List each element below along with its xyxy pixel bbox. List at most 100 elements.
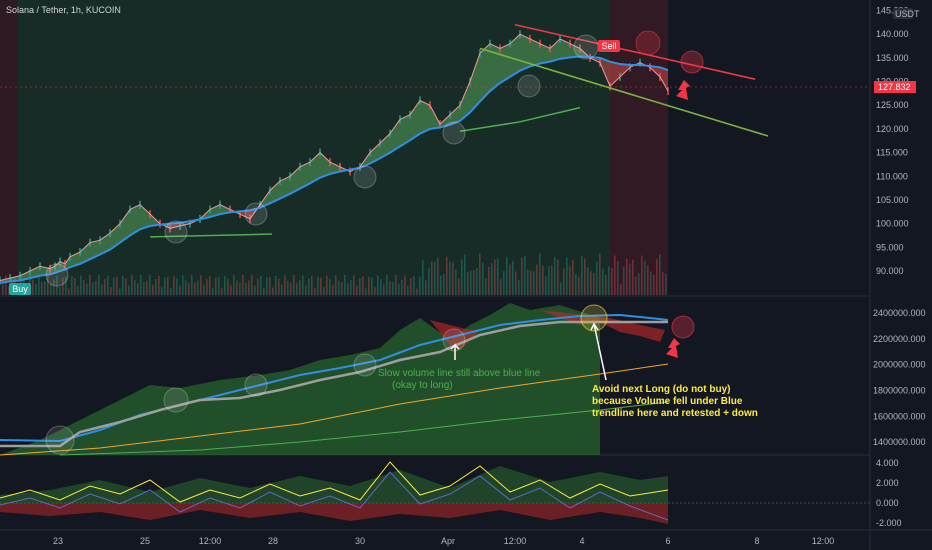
momentum-tick-label: 2.000 bbox=[876, 478, 899, 488]
volume-bar bbox=[119, 288, 121, 295]
volume-bar bbox=[239, 282, 241, 295]
volume-bar bbox=[470, 270, 472, 295]
volume-bar bbox=[446, 256, 448, 295]
volume-bar bbox=[572, 259, 574, 295]
volume-bar bbox=[341, 282, 343, 295]
volume-bar bbox=[473, 269, 475, 295]
volume-bar bbox=[503, 271, 505, 295]
volume-bar bbox=[374, 286, 376, 295]
volume-bar bbox=[386, 275, 388, 295]
signal-circle bbox=[353, 165, 377, 189]
volume-bar bbox=[581, 256, 583, 295]
volume-bar bbox=[62, 277, 64, 295]
ribbon-segment bbox=[620, 64, 630, 77]
volume-bar bbox=[311, 276, 313, 295]
osc-negative-area bbox=[0, 503, 668, 524]
ribbon-segment bbox=[570, 43, 580, 58]
chart-title: Solana / Tether, 1h, KUCOIN bbox=[6, 5, 121, 15]
volume-bar bbox=[248, 280, 250, 295]
volume-bar bbox=[365, 288, 367, 295]
volume-bar bbox=[407, 286, 409, 295]
time-tick-label: 25 bbox=[140, 536, 150, 546]
price-tick-label: 120.000 bbox=[876, 124, 909, 134]
signal-circle bbox=[244, 202, 268, 226]
volume-bar bbox=[320, 277, 322, 295]
volume-bar bbox=[59, 286, 61, 295]
svg-text:USDT: USDT bbox=[895, 9, 920, 19]
ribbon-segment bbox=[300, 162, 310, 189]
volume-bar bbox=[188, 282, 190, 295]
signal-circle bbox=[244, 373, 268, 397]
target-circle bbox=[671, 315, 695, 339]
volume-bar bbox=[245, 282, 247, 295]
gray-step-line bbox=[0, 320, 668, 448]
momentum-tick-label: 4.000 bbox=[876, 458, 899, 468]
volume-bar bbox=[329, 279, 331, 295]
volume-bar bbox=[605, 274, 607, 295]
osc-positive-area bbox=[0, 466, 668, 503]
volume-bar bbox=[122, 276, 124, 295]
volume-bar bbox=[347, 283, 349, 295]
volume-bar bbox=[152, 284, 154, 295]
volume-bar bbox=[206, 278, 208, 295]
volume-bar bbox=[158, 275, 160, 295]
price-tick-label: 115.000 bbox=[876, 148, 908, 158]
volume-bar bbox=[464, 254, 466, 295]
volume-bar bbox=[566, 257, 568, 295]
volume-bar bbox=[518, 280, 520, 295]
volume-bar bbox=[554, 257, 556, 295]
time-tick-label: 4 bbox=[579, 536, 584, 546]
volume-bar bbox=[614, 255, 616, 295]
volume-bar bbox=[107, 275, 109, 295]
volume-bar bbox=[215, 277, 217, 295]
volume-bar bbox=[134, 280, 136, 295]
volume-bar bbox=[299, 280, 301, 295]
ribbon-segment bbox=[470, 53, 480, 113]
volume-bar bbox=[635, 276, 637, 295]
trendlines[interactable] bbox=[479, 23, 769, 137]
signal-circles bbox=[45, 34, 599, 287]
volume-bar bbox=[101, 284, 103, 295]
volume-bar bbox=[251, 275, 253, 295]
volume-bar bbox=[590, 270, 592, 295]
volume-bar bbox=[278, 278, 280, 295]
volume-bar bbox=[527, 269, 529, 295]
volume-bar bbox=[86, 283, 88, 295]
resistance-trendline[interactable] bbox=[514, 23, 756, 80]
volume-bar bbox=[431, 261, 433, 295]
volume-bar bbox=[335, 275, 337, 295]
volume-bar bbox=[491, 263, 493, 295]
volume-bar bbox=[113, 277, 115, 295]
ribbon-segment bbox=[320, 152, 330, 178]
volume-bar bbox=[422, 260, 424, 295]
ribbon-segment bbox=[140, 204, 150, 230]
volume-bar bbox=[116, 276, 118, 295]
signal-circle bbox=[353, 353, 377, 377]
oscillator-axis[interactable]: 1400000.000 1600000.000 1800000.000 2000000… bbox=[873, 308, 926, 447]
volume-bar bbox=[602, 268, 604, 295]
volume-bar bbox=[308, 278, 310, 295]
volume-bar bbox=[551, 265, 553, 295]
ribbon-segment bbox=[130, 204, 140, 236]
volume-bar bbox=[512, 260, 514, 295]
ribbon-segment bbox=[520, 34, 530, 71]
momentum-axis[interactable]: -2.000 0.000 2.000 4.000 bbox=[876, 458, 902, 528]
volume-bar bbox=[317, 276, 319, 295]
time-axis[interactable]: 23 25 12:00 28 30 Apr 12:00 4 6 8 12:00 bbox=[53, 536, 834, 546]
volume-bar bbox=[176, 278, 178, 295]
volume-bar bbox=[200, 275, 202, 295]
volume-bar bbox=[620, 284, 622, 295]
volume-bar bbox=[656, 259, 658, 295]
volume-bar bbox=[413, 276, 415, 295]
volume-bar bbox=[326, 275, 328, 295]
ema-line bbox=[0, 55, 669, 284]
volume-bar bbox=[395, 275, 397, 295]
volume-bar bbox=[293, 275, 295, 295]
signal-circle bbox=[45, 425, 75, 455]
volume-bar bbox=[281, 284, 283, 295]
support-trendline[interactable] bbox=[479, 47, 769, 137]
ribbon-segment bbox=[120, 209, 130, 243]
volume-bar bbox=[449, 261, 451, 295]
volume-bar bbox=[182, 275, 184, 295]
